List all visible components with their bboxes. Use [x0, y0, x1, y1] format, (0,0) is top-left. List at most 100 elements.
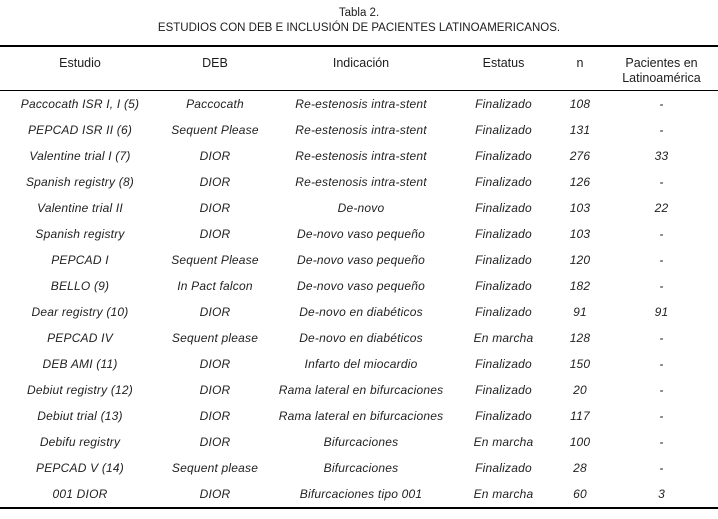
- table-row: Valentine trial I (7) DIOR Re-estenosis in…: [0, 143, 718, 169]
- cell-estatus: Finalizado: [475, 201, 532, 215]
- table-row: Debiut registry (12) DIOR Rama lateral en …: [0, 377, 718, 403]
- table-row: BELLO (9) In Pact falcon De-novo vaso pequ…: [0, 273, 718, 299]
- table-row: PEPCAD IV Sequent please De-novo en diabét…: [0, 325, 718, 351]
- cell-pacientes-latinoamerica: -: [659, 97, 664, 111]
- cell-indicacion: De-novo vaso pequeño: [296, 279, 426, 293]
- studies-table: Estudio DEB Indicación Estatus n Pacient…: [0, 45, 718, 509]
- cell-n: 120: [569, 253, 591, 267]
- cell-deb: DIOR: [199, 201, 231, 215]
- table-title-block: Tabla 2. ESTUDIOS CON DEB E INCLUSIÓN DE…: [0, 0, 718, 36]
- cell-estudio: Debifu registry: [39, 435, 121, 449]
- cell-pacientes-latinoamerica: -: [659, 357, 664, 371]
- cell-deb: Sequent Please: [171, 253, 259, 267]
- cell-estatus: Finalizado: [475, 357, 532, 371]
- cell-pacientes-latinoamerica: -: [659, 435, 664, 449]
- cell-n: 103: [569, 227, 591, 241]
- cell-pacientes-latinoamerica: -: [659, 175, 664, 189]
- col-header-estudio: Estudio: [0, 46, 160, 91]
- cell-n: 150: [569, 357, 591, 371]
- cell-estatus: Finalizado: [475, 227, 532, 241]
- col-header-pacientes-latinoamerica: Pacientes en Latinoamérica: [605, 46, 718, 91]
- cell-pacientes-latinoamerica: 22: [654, 201, 669, 215]
- cell-estudio: Debiut trial (13): [37, 409, 123, 423]
- cell-estatus: Finalizado: [475, 383, 532, 397]
- header-row: Estudio DEB Indicación Estatus n Pacient…: [0, 46, 718, 91]
- table-row: Spanish registry DIOR De-novo vaso pequeño…: [0, 221, 718, 247]
- table-number: Tabla 2.: [338, 7, 380, 19]
- cell-deb: DIOR: [199, 227, 231, 241]
- cell-pacientes-latinoamerica: 91: [654, 305, 669, 319]
- cell-deb: DIOR: [199, 149, 231, 163]
- cell-indicacion: Infarto del miocardio: [304, 357, 418, 371]
- cell-n: 103: [569, 201, 591, 215]
- table-row: 001 DIOR DIOR Bifurcaciones tipo 001 En mar…: [0, 481, 718, 508]
- cell-deb: Sequent Please: [171, 123, 259, 137]
- cell-indicacion: De-novo en diabéticos: [299, 305, 423, 319]
- cell-estudio: Valentine trial I (7): [29, 149, 131, 163]
- cell-deb: Paccocath: [186, 97, 244, 111]
- cell-estatus: Finalizado: [475, 409, 532, 423]
- cell-estatus: En marcha: [473, 331, 534, 345]
- cell-estudio: Paccocath ISR I, I (5): [20, 97, 140, 111]
- col-header-estatus: Estatus: [452, 46, 555, 91]
- cell-pacientes-latinoamerica: 33: [654, 149, 669, 163]
- cell-estatus: Finalizado: [475, 97, 532, 111]
- cell-indicacion: Rama lateral en bifurcaciones: [278, 383, 444, 397]
- cell-deb: DIOR: [199, 357, 231, 371]
- cell-pacientes-latinoamerica: -: [659, 383, 664, 397]
- cell-pacientes-latinoamerica: -: [659, 227, 664, 241]
- cell-deb: DIOR: [199, 409, 231, 423]
- cell-deb: DIOR: [199, 435, 231, 449]
- cell-pacientes-latinoamerica: -: [659, 461, 664, 475]
- cell-deb: DIOR: [199, 175, 231, 189]
- cell-estudio: DEB AMI (11): [42, 357, 118, 371]
- cell-estudio: Spanish registry (8): [25, 175, 135, 189]
- cell-indicacion: De-novo en diabéticos: [299, 331, 423, 345]
- table-row: PEPCAD I Sequent Please De-novo vaso peque…: [0, 247, 718, 273]
- table-row: Debiut trial (13) DIOR Rama lateral en bif…: [0, 403, 718, 429]
- cell-estatus: En marcha: [473, 487, 534, 501]
- cell-n: 108: [569, 97, 591, 111]
- cell-pacientes-latinoamerica: -: [659, 279, 664, 293]
- cell-pacientes-latinoamerica: -: [659, 123, 664, 137]
- cell-pacientes-latinoamerica: -: [659, 331, 664, 345]
- cell-indicacion: Bifurcaciones: [323, 435, 399, 449]
- cell-estatus: Finalizado: [475, 253, 532, 267]
- table-row: DEB AMI (11) DIOR Infarto del miocardio Fin…: [0, 351, 718, 377]
- cell-pacientes-latinoamerica: 3: [658, 487, 665, 501]
- cell-indicacion: Re-estenosis intra-stent: [295, 149, 427, 163]
- cell-indicacion: De-novo vaso pequeño: [296, 227, 426, 241]
- col-header-deb: DEB: [160, 46, 270, 91]
- table-row: Debifu registry DIOR Bifurcaciones En march…: [0, 429, 718, 455]
- cell-estudio: PEPCAD IV: [47, 331, 113, 345]
- cell-estatus: Finalizado: [475, 279, 532, 293]
- table-row: Spanish registry (8) DIOR Re-estenosis int…: [0, 169, 718, 195]
- cell-estudio: BELLO (9): [50, 279, 110, 293]
- cell-estatus: Finalizado: [475, 149, 532, 163]
- cell-deb: In Pact falcon: [177, 279, 253, 293]
- cell-estudio: 001 DIOR: [52, 487, 108, 501]
- cell-pacientes-latinoamerica: -: [659, 253, 664, 267]
- col-header-indicacion: Indicación: [270, 46, 452, 91]
- cell-estatus: Finalizado: [475, 123, 532, 137]
- cell-estudio: PEPCAD ISR II (6): [27, 123, 133, 137]
- cell-deb: Sequent please: [171, 331, 259, 345]
- cell-n: 126: [569, 175, 591, 189]
- cell-estatus: En marcha: [473, 435, 534, 449]
- cell-estatus: Finalizado: [475, 175, 532, 189]
- cell-n: 131: [569, 123, 591, 137]
- cell-estudio: Spanish registry: [35, 227, 125, 241]
- cell-indicacion: De-novo: [337, 201, 385, 215]
- cell-n: 128: [569, 331, 591, 345]
- cell-n: 100: [569, 435, 591, 449]
- cell-pacientes-latinoamerica: -: [659, 409, 664, 423]
- col-header-n: n: [555, 46, 605, 91]
- cell-deb: Sequent please: [171, 461, 259, 475]
- cell-estatus: Finalizado: [475, 305, 532, 319]
- cell-n: 60: [573, 487, 587, 501]
- cell-estatus: Finalizado: [475, 461, 532, 475]
- cell-indicacion: Bifurcaciones: [323, 461, 399, 475]
- cell-n: 20: [573, 383, 587, 397]
- cell-n: 182: [569, 279, 591, 293]
- cell-estudio: PEPCAD V (14): [36, 461, 124, 475]
